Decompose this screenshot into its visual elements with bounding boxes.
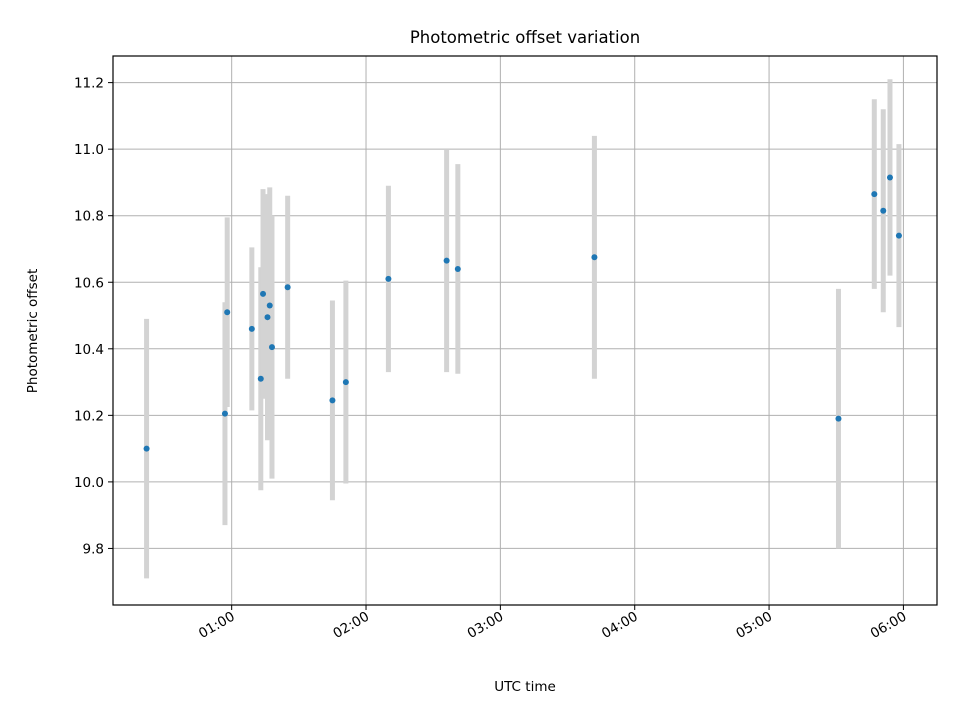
data-point xyxy=(835,415,842,422)
data-point xyxy=(248,325,255,332)
data-point xyxy=(886,174,893,181)
data-point xyxy=(591,254,598,261)
y-tick-label: 10.8 xyxy=(74,209,104,225)
data-point xyxy=(257,375,264,382)
data-point xyxy=(266,302,273,309)
data-point xyxy=(268,344,275,351)
y-axis-label: Photometric offset xyxy=(25,269,41,393)
data-point xyxy=(443,257,450,264)
data-point xyxy=(454,265,461,272)
data-point xyxy=(880,207,887,214)
data-point xyxy=(224,309,231,316)
y-tick-label: 11.2 xyxy=(74,76,104,92)
data-point xyxy=(385,275,392,282)
plot-frame xyxy=(112,55,938,606)
y-tick-label: 10.2 xyxy=(74,408,104,424)
data-point xyxy=(895,232,902,239)
data-point xyxy=(329,397,336,404)
chart-title: Photometric offset variation xyxy=(410,28,640,47)
y-tick-label: 10.0 xyxy=(74,475,104,491)
data-point xyxy=(143,445,150,452)
data-point xyxy=(260,290,267,297)
data-points xyxy=(143,174,902,452)
data-point xyxy=(284,284,291,291)
y-tick-label: 9.8 xyxy=(83,541,104,557)
data-point xyxy=(871,191,878,198)
data-point xyxy=(221,410,228,417)
y-tick-label: 11.0 xyxy=(74,142,104,158)
y-tick-label: 10.6 xyxy=(74,275,104,291)
data-point xyxy=(342,379,349,386)
y-axis-ticks: 9.8 10.0 10.2 10.4 10.6 10.8 11.0 11.2 xyxy=(74,76,113,557)
data-point xyxy=(264,314,271,321)
x-axis-label: UTC time xyxy=(494,679,556,695)
y-tick-label: 10.4 xyxy=(74,342,104,358)
